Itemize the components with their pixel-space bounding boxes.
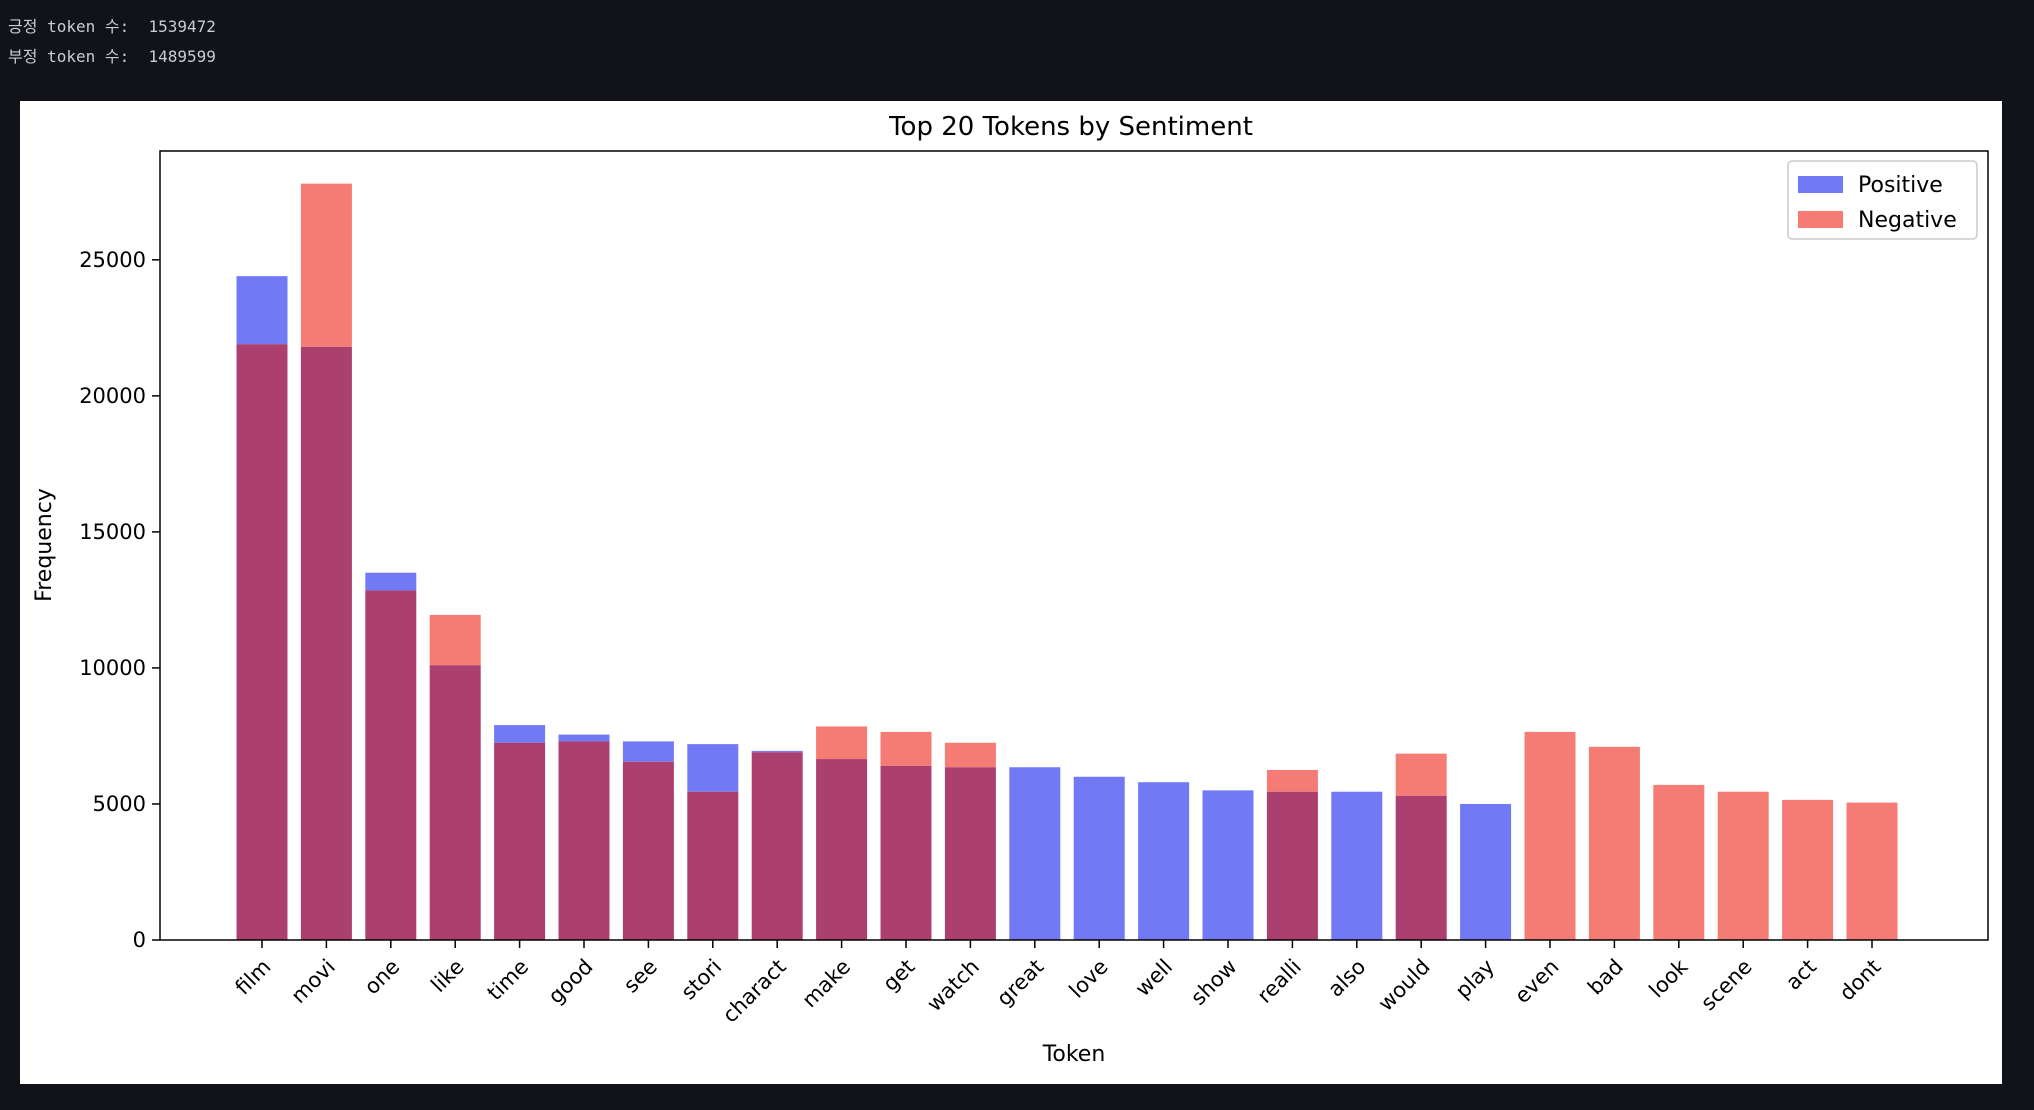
bar-positive-also — [1331, 791, 1383, 940]
bar-overlap-see — [622, 761, 674, 940]
negative-token-count: 1489599 — [148, 47, 216, 66]
bar-chart: Top 20 Tokens by Sentiment 0 5000 10000 150… — [32, 112, 1989, 1067]
bars-layer — [236, 183, 1898, 940]
x-tick-label: show — [1186, 955, 1241, 1010]
bar-positive-charact — [751, 750, 803, 753]
y-axis-label: Frequency — [32, 488, 57, 602]
x-tick-label: like — [426, 955, 468, 997]
bar-negative-realli — [1266, 769, 1318, 792]
y-tick-label: 5000 — [93, 792, 146, 816]
bar-overlap-get — [880, 765, 932, 940]
legend: Positive Negative — [1787, 160, 1978, 240]
bar-overlap-one — [365, 590, 417, 940]
bar-positive-good — [558, 734, 610, 742]
x-tick-label: charact — [718, 955, 791, 1028]
x-tick-label: one — [360, 955, 405, 1000]
bar-overlap-good — [558, 741, 610, 940]
bar-positive-show — [1202, 790, 1254, 940]
x-tick-label: even — [1510, 955, 1563, 1008]
bar-negative-watch — [944, 742, 996, 768]
x-tick-label: dont — [1835, 955, 1886, 1006]
bar-negative-movi — [300, 183, 352, 347]
x-tick-label: realli — [1253, 955, 1306, 1008]
x-tick-label: scene — [1696, 955, 1757, 1016]
x-tick-label: play — [1451, 955, 1499, 1003]
x-tick-label: bad — [1583, 955, 1628, 1000]
bar-negative-like — [429, 614, 481, 666]
x-tick-label: look — [1644, 954, 1692, 1002]
legend-label-negative: Negative — [1858, 208, 1957, 233]
bar-positive-time — [494, 725, 546, 743]
x-tick-label: act — [1781, 955, 1821, 995]
bar-overlap-would — [1395, 795, 1447, 940]
x-tick-label: love — [1065, 955, 1113, 1003]
y-tick-label: 15000 — [79, 520, 146, 544]
x-tick-label: time — [483, 955, 534, 1006]
bar-overlap-like — [429, 665, 481, 940]
y-tick-label: 25000 — [79, 248, 146, 272]
bar-negative-act — [1782, 799, 1834, 940]
x-axis-label: Token — [1042, 1042, 1106, 1067]
x-tick-label: good — [544, 955, 598, 1009]
chart-figure: Top 20 Tokens by Sentiment 0 5000 10000 150… — [20, 101, 2002, 1084]
bar-positive-one — [365, 572, 417, 591]
x-tick-label: also — [1323, 955, 1370, 1002]
x-tick-label: great — [992, 955, 1048, 1011]
bar-positive-great — [1009, 767, 1061, 940]
chart-title: Top 20 Tokens by Sentiment — [888, 112, 1253, 142]
bar-negative-make — [816, 726, 868, 760]
bar-overlap-film — [236, 344, 288, 940]
bar-overlap-charact — [751, 752, 803, 940]
y-tick-label: 0 — [133, 928, 146, 952]
x-tick-label: stori — [676, 955, 726, 1005]
legend-swatch-negative — [1798, 211, 1843, 228]
y-axis: 0 5000 10000 15000 20000 25000 — [79, 248, 160, 952]
x-tick-label: movi — [286, 955, 339, 1008]
bar-negative-scene — [1717, 791, 1769, 940]
y-tick-label: 20000 — [79, 384, 146, 408]
x-tick-label: see — [619, 955, 662, 998]
x-tick-label: get — [878, 955, 919, 996]
bar-positive-film — [236, 276, 288, 345]
bar-overlap-movi — [300, 346, 352, 940]
bar-positive-love — [1073, 776, 1125, 940]
bar-negative-would — [1395, 753, 1447, 796]
bar-negative-dont — [1846, 802, 1898, 940]
bar-negative-look — [1653, 784, 1705, 940]
bar-overlap-stori — [687, 791, 739, 940]
legend-swatch-positive — [1798, 176, 1843, 193]
x-tick-label: film — [231, 955, 276, 1000]
bar-overlap-watch — [944, 767, 996, 940]
plot-frame — [159, 150, 1989, 941]
x-tick-label: make — [797, 955, 855, 1013]
positive-token-count-line: 긍정 token 수: 1539472 — [8, 17, 216, 36]
legend-label-positive: Positive — [1858, 173, 1943, 198]
x-tick-label: watch — [922, 955, 984, 1017]
negative-token-count-line: 부정 token 수: 1489599 — [8, 47, 216, 66]
bar-positive-play — [1460, 803, 1512, 940]
bar-overlap-realli — [1266, 791, 1318, 940]
bar-overlap-time — [494, 742, 546, 940]
x-tick-label: well — [1131, 955, 1178, 1002]
bar-overlap-make — [816, 759, 868, 940]
bar-positive-well — [1138, 782, 1190, 940]
bar-negative-bad — [1588, 746, 1640, 940]
x-tick-label: would — [1374, 955, 1435, 1016]
y-tick-label: 10000 — [79, 656, 146, 680]
cell-output: 긍정 token 수: 1539472 부정 token 수: 1489599 — [8, 12, 216, 72]
bar-positive-see — [622, 741, 674, 762]
bar-positive-stori — [687, 744, 739, 792]
positive-token-count: 1539472 — [148, 17, 216, 36]
bar-negative-get — [880, 731, 932, 766]
bar-negative-even — [1524, 731, 1576, 940]
